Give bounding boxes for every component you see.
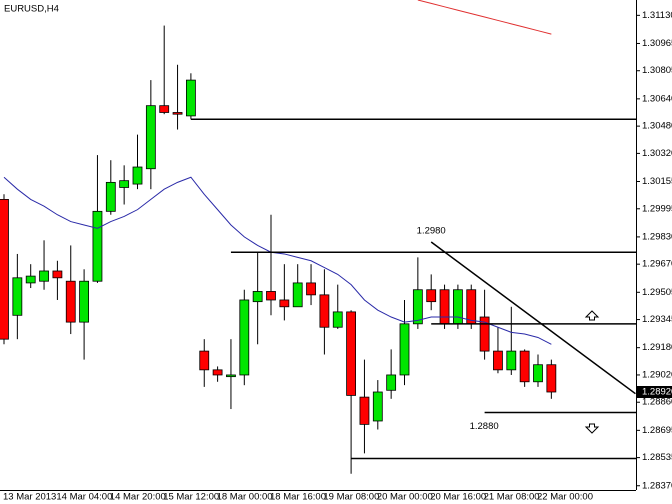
candle-body (546, 364, 557, 393)
x-tick-label: 13 Mar 2013 (3, 492, 56, 503)
candle-body (199, 350, 210, 371)
trendline-label: 1.2980 (417, 226, 446, 237)
y-tick-label: 1.29505 (642, 287, 672, 298)
candle-body (105, 181, 116, 212)
y-tick-label: 1.29995 (642, 203, 672, 214)
last-price-box (637, 386, 672, 398)
candle-body (266, 291, 276, 301)
candle-body (212, 369, 223, 376)
candle-body (359, 396, 370, 425)
x-tick-label: 15 Mar 12:00 (163, 492, 219, 503)
candle-body (226, 374, 236, 378)
last-price-label: 1.28920 (642, 387, 672, 398)
y-tick-label: 1.29020 (642, 369, 672, 380)
candle-body (159, 105, 170, 113)
candle-body (493, 350, 503, 371)
candle-body (52, 270, 63, 279)
y-tick-label: 1.31130 (642, 10, 672, 21)
plot-area (0, 0, 636, 474)
x-tick-label: 19 Mar 08:00 (323, 492, 379, 503)
moving-average (417, 0, 552, 35)
candle-body (399, 323, 410, 376)
up-arrow (584, 310, 600, 321)
x-tick-label: 22 Mar 00:00 (537, 492, 593, 503)
x-tick-label: 20 Mar 00:00 (377, 492, 433, 503)
candle-body (119, 180, 130, 188)
candle-body (319, 294, 330, 328)
candle-body (452, 289, 463, 325)
candle-body (439, 289, 450, 325)
x-tick-label: 18 Mar 16:00 (270, 492, 326, 503)
candle-body (0, 199, 9, 340)
candle-body (239, 299, 250, 376)
candle-body (372, 391, 383, 422)
chart-title: EURUSD,H4 (4, 4, 59, 15)
trendline (430, 241, 636, 395)
x-tick-label: 14 Mar 20:00 (110, 492, 166, 503)
y-tick-label: 1.30805 (642, 65, 672, 76)
candle-body (172, 112, 183, 115)
y-tick-label: 1.30965 (642, 38, 672, 49)
moving-average (3, 176, 552, 345)
y-tick-label: 1.29345 (642, 314, 672, 325)
y-tick-label: 1.28860 (642, 397, 672, 408)
candle-body (92, 210, 103, 282)
x-tick-label: 20 Mar 16:00 (430, 492, 486, 503)
level-label: 1.2880 (470, 421, 499, 432)
y-tick-label: 1.30320 (642, 148, 672, 159)
candle-body (65, 280, 76, 323)
candle-body (39, 270, 49, 282)
candle-body (145, 105, 156, 170)
candle-body (426, 289, 437, 303)
candle-body (519, 350, 530, 383)
candle-body (306, 282, 316, 296)
candle-body (79, 280, 89, 323)
down-arrow (584, 423, 600, 434)
candle-body (479, 316, 490, 352)
candle-body (386, 374, 397, 391)
y-tick-label: 1.28370 (642, 480, 672, 491)
candle-body (132, 166, 143, 185)
candle-body (12, 277, 23, 316)
y-tick-label: 1.29830 (642, 231, 672, 242)
y-tick-label: 1.28695 (642, 425, 672, 436)
candle-body (279, 299, 290, 308)
y-tick-label: 1.30640 (642, 93, 672, 104)
candle-body (533, 364, 543, 383)
candle-body (292, 282, 303, 308)
candle-body (466, 289, 477, 325)
x-tick-label: 18 Mar 00:00 (217, 492, 273, 503)
y-tick-label: 1.30155 (642, 176, 672, 187)
y-tick-label: 1.29180 (642, 342, 672, 353)
x-tick-label: 14 Mar 04:00 (56, 492, 112, 503)
y-tick-label: 1.28535 (642, 452, 672, 463)
candle-body (332, 311, 343, 328)
y-tick-label: 1.30480 (642, 121, 672, 132)
candle-body (25, 275, 36, 284)
candle-body (346, 311, 357, 396)
candle-body (412, 289, 423, 325)
x-tick-label: 21 Mar 08:00 (484, 492, 540, 503)
candle-body (506, 350, 517, 371)
y-tick-label: 1.29670 (642, 259, 672, 270)
candle-body (185, 79, 196, 117)
candle-body (252, 291, 263, 303)
